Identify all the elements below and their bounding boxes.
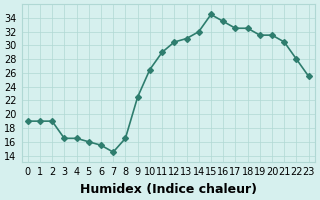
X-axis label: Humidex (Indice chaleur): Humidex (Indice chaleur) — [80, 183, 257, 196]
